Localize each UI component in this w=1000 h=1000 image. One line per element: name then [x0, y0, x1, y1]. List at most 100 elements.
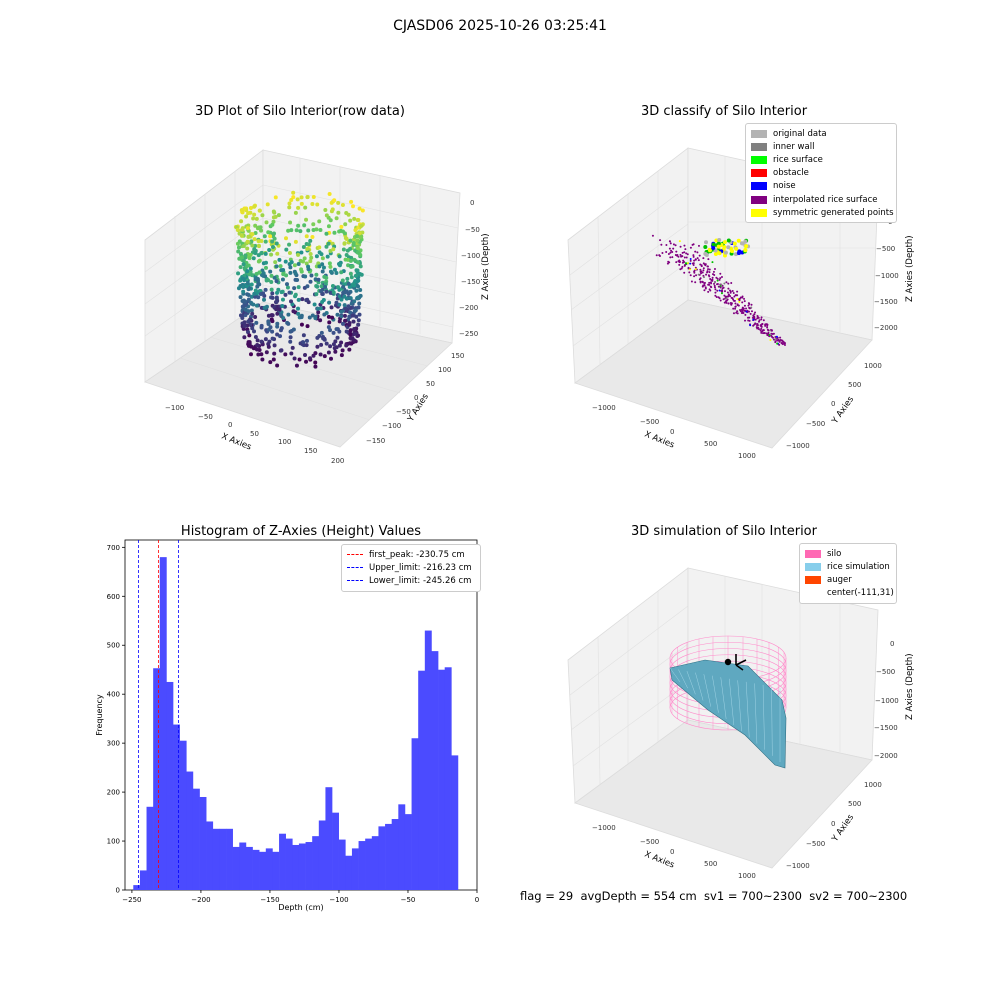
classified-point	[777, 338, 780, 341]
point-cloud-dot	[274, 295, 279, 300]
classified-point	[693, 269, 696, 272]
point-cloud-dot	[314, 272, 319, 277]
classified-point	[765, 332, 768, 335]
classified-point	[743, 300, 746, 303]
classified-point	[762, 319, 765, 322]
point-cloud-dot	[258, 289, 263, 294]
point-cloud-dot	[257, 208, 262, 213]
classified-point	[726, 291, 729, 294]
classified-point	[709, 278, 712, 281]
simulation-ztick: −1000	[875, 697, 899, 705]
point-cloud-dot	[268, 234, 273, 239]
point-cloud-dot	[243, 299, 248, 304]
rice-surface-mesh-line	[678, 669, 688, 689]
classified-point	[730, 296, 733, 299]
point-cloud-dot	[317, 219, 322, 224]
point-cloud-dot	[352, 299, 357, 304]
histogram-ytick-label: 700	[107, 544, 120, 552]
histogram-bar	[252, 849, 260, 890]
point-cloud-dot	[280, 297, 285, 302]
point-cloud-dot	[359, 272, 364, 277]
classified-point	[730, 282, 733, 285]
point-cloud-dot	[324, 289, 329, 294]
classified-point	[770, 329, 773, 332]
point-cloud-dot	[317, 250, 322, 255]
point-cloud-dot	[266, 230, 271, 235]
classified-point	[678, 240, 681, 243]
histogram-bar	[226, 828, 233, 890]
classified-point	[726, 238, 731, 243]
point-cloud-dot	[296, 223, 301, 228]
classified-point	[744, 319, 747, 322]
point-cloud-dot	[326, 241, 331, 246]
classify-ytick: 500	[848, 381, 861, 389]
histogram-bar	[186, 771, 194, 890]
point-cloud-dot	[250, 311, 255, 316]
classified-point	[769, 329, 772, 332]
point-cloud-dot	[334, 271, 339, 276]
classified-point	[720, 289, 723, 292]
classify-ztick: −500	[876, 245, 895, 253]
point-cloud-dot	[243, 253, 248, 258]
point-cloud-dot	[332, 198, 337, 203]
classified-point	[732, 292, 735, 295]
point-cloud-dot	[246, 330, 251, 335]
classified-point	[778, 340, 781, 343]
classify-ytick: 0	[831, 400, 835, 408]
classify-xtick: 1000	[738, 452, 756, 460]
point-cloud-dot	[266, 313, 271, 318]
classified-point	[660, 243, 663, 246]
point-cloud-dot	[322, 274, 327, 279]
classified-point	[760, 327, 763, 330]
raw-ztick: −100	[461, 252, 480, 260]
point-cloud-dot	[289, 351, 294, 356]
legend-entry: interpolated rice surface	[751, 193, 891, 206]
classified-point	[756, 317, 759, 320]
point-cloud-dot	[254, 303, 259, 308]
point-cloud-dot	[301, 340, 306, 345]
point-cloud-dot	[274, 264, 279, 269]
point-cloud-dot	[324, 231, 329, 236]
classified-point	[725, 297, 728, 300]
histogram-bar	[398, 804, 406, 890]
classified-point	[750, 306, 753, 309]
point-cloud-dot	[346, 212, 351, 217]
point-cloud-dot	[250, 232, 255, 237]
legend-label: Upper_limit: -216.23 cm	[369, 562, 472, 573]
point-cloud-dot	[344, 252, 349, 257]
raw-ytick: 100	[438, 366, 451, 374]
classified-point	[732, 312, 735, 315]
classified-point	[774, 337, 777, 340]
classified-point	[741, 311, 744, 314]
classified-point	[708, 268, 711, 271]
histogram-bar	[245, 846, 253, 890]
classified-point	[716, 289, 719, 292]
point-cloud-dot	[339, 340, 344, 345]
raw-xtick: 0	[228, 421, 232, 429]
point-cloud-dot	[247, 272, 252, 277]
classified-point	[727, 287, 730, 290]
legend-entry: noise	[751, 180, 891, 193]
classified-point	[693, 275, 696, 278]
classified-point	[759, 324, 762, 327]
point-cloud-dot	[271, 357, 276, 362]
classified-point	[748, 306, 751, 309]
point-cloud-dot	[328, 269, 333, 274]
classified-point	[717, 238, 722, 243]
classified-point	[689, 257, 692, 260]
raw-ytick: 150	[451, 352, 464, 360]
histogram-bar	[365, 838, 373, 890]
point-cloud-dot	[270, 222, 275, 227]
classified-point	[731, 289, 734, 292]
point-cloud-dot	[272, 275, 277, 280]
legend-label: symmetric generated points	[773, 207, 894, 218]
point-cloud-dot	[308, 356, 313, 361]
classified-point	[743, 248, 748, 253]
point-cloud-dot	[359, 223, 364, 228]
point-cloud-dot	[259, 323, 264, 328]
point-cloud-dot	[294, 363, 299, 368]
legend-line-swatch	[347, 554, 363, 556]
classified-point	[683, 244, 686, 247]
histogram-bar	[312, 836, 320, 890]
point-cloud-dot	[275, 321, 280, 326]
